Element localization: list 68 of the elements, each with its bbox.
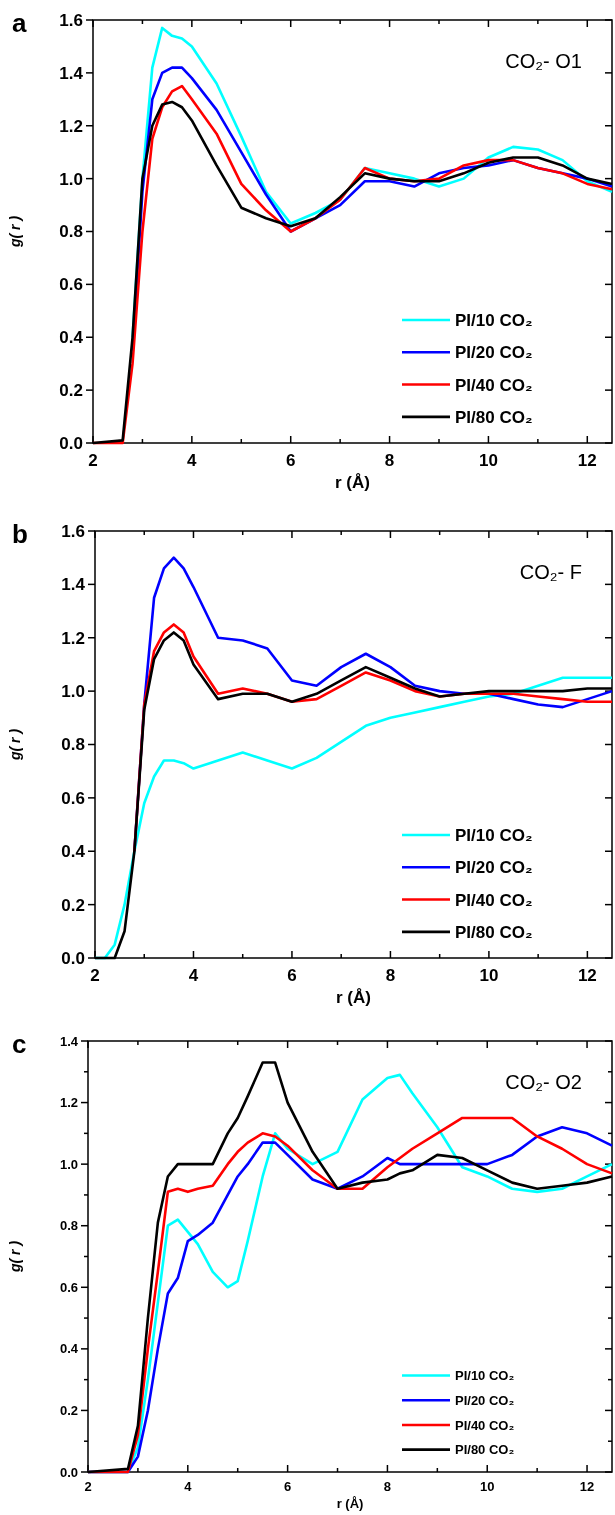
x-tick-label: 12 bbox=[579, 1479, 595, 1494]
y-tick-label: 0.2 bbox=[61, 895, 85, 915]
y-tick-label: 0.2 bbox=[59, 381, 83, 401]
y-axis-title: g( r ) bbox=[7, 215, 23, 249]
x-tick-label: 4 bbox=[188, 966, 199, 985]
y-axis-title: g( r ) bbox=[7, 1240, 23, 1274]
y-tick-label: 1.2 bbox=[59, 1095, 78, 1111]
y-tick-label: 0.2 bbox=[59, 1402, 78, 1418]
legend-label: PI/20 CO₂ bbox=[455, 1392, 515, 1408]
x-tick-label: 2 bbox=[84, 1479, 92, 1494]
y-tick-label: 1.6 bbox=[61, 521, 85, 541]
legend-label: PI/10 CO₂ bbox=[455, 1368, 515, 1384]
y-tick-label: 1.6 bbox=[59, 10, 83, 30]
x-axis-title: r (Å) bbox=[336, 1495, 364, 1511]
y-tick-label: 0.6 bbox=[59, 1279, 78, 1295]
y-tick-label: 0.0 bbox=[59, 433, 83, 453]
x-tick-label: 2 bbox=[88, 451, 98, 470]
annotation: CO₂- O1 bbox=[505, 50, 582, 72]
y-tick-label: 1.2 bbox=[59, 116, 83, 136]
legend-label: PI/20 CO₂ bbox=[455, 858, 533, 878]
y-tick-label: 0.8 bbox=[59, 1218, 78, 1234]
x-tick-label: 2 bbox=[90, 966, 100, 985]
x-tick-label: 6 bbox=[285, 451, 296, 470]
legend-label: PI/10 CO₂ bbox=[455, 825, 533, 845]
y-tick-label: 0.0 bbox=[59, 1464, 78, 1480]
y-tick-label: 0.4 bbox=[59, 328, 84, 348]
legend-label: PI/40 CO₂ bbox=[455, 1417, 515, 1433]
legend-label: PI/20 CO₂ bbox=[455, 343, 533, 363]
y-tick-label: 0.6 bbox=[59, 275, 83, 295]
y-tick-label: 0.6 bbox=[61, 788, 85, 808]
y-tick-label: 0.8 bbox=[59, 222, 83, 242]
legend-label: PI/40 CO₂ bbox=[455, 890, 533, 910]
x-tick-label: 8 bbox=[383, 1479, 392, 1494]
y-tick-label: 0.4 bbox=[59, 1341, 79, 1357]
y-tick-label: 1.0 bbox=[59, 169, 83, 189]
legend-label: PI/40 CO₂ bbox=[455, 375, 533, 395]
chart-title: c bbox=[12, 1029, 27, 1059]
x-axis-title: r (Å) bbox=[335, 473, 370, 493]
x-tick-label: 10 bbox=[479, 966, 499, 985]
legend-label: PI/80 CO₂ bbox=[455, 407, 533, 427]
y-axis-title: g( r ) bbox=[7, 728, 23, 762]
chart-title: b bbox=[12, 519, 28, 549]
x-axis-title: r (Å) bbox=[336, 988, 371, 1008]
y-tick-label: 0.0 bbox=[61, 948, 85, 968]
annotation: CO₂- F bbox=[519, 561, 582, 583]
x-tick-label: 4 bbox=[184, 1479, 193, 1494]
y-tick-label: 1.2 bbox=[61, 628, 85, 648]
annotation: CO₂- O2 bbox=[505, 1071, 582, 1093]
x-tick-label: 12 bbox=[577, 966, 597, 985]
x-tick-label: 8 bbox=[385, 966, 396, 985]
x-tick-label: 4 bbox=[187, 451, 198, 470]
x-tick-label: 10 bbox=[480, 1479, 495, 1494]
legend-label: PI/10 CO₂ bbox=[455, 310, 533, 330]
y-tick-label: 1.4 bbox=[59, 63, 84, 83]
x-tick-label: 6 bbox=[287, 966, 297, 985]
y-tick-label: 1.0 bbox=[59, 1156, 78, 1172]
y-tick-label: 0.4 bbox=[61, 842, 86, 862]
x-tick-label: 6 bbox=[284, 1479, 292, 1494]
legend-label: PI/80 CO₂ bbox=[455, 1442, 515, 1458]
chart-title: a bbox=[12, 8, 27, 38]
y-tick-label: 0.8 bbox=[61, 735, 85, 755]
legend-label: PI/80 CO₂ bbox=[455, 922, 533, 942]
x-tick-label: 8 bbox=[384, 451, 395, 470]
x-tick-label: 10 bbox=[478, 451, 498, 470]
x-tick-label: 12 bbox=[577, 451, 597, 470]
y-tick-label: 1.4 bbox=[59, 1033, 79, 1049]
y-tick-label: 1.0 bbox=[61, 682, 85, 702]
y-tick-label: 1.4 bbox=[61, 575, 86, 595]
